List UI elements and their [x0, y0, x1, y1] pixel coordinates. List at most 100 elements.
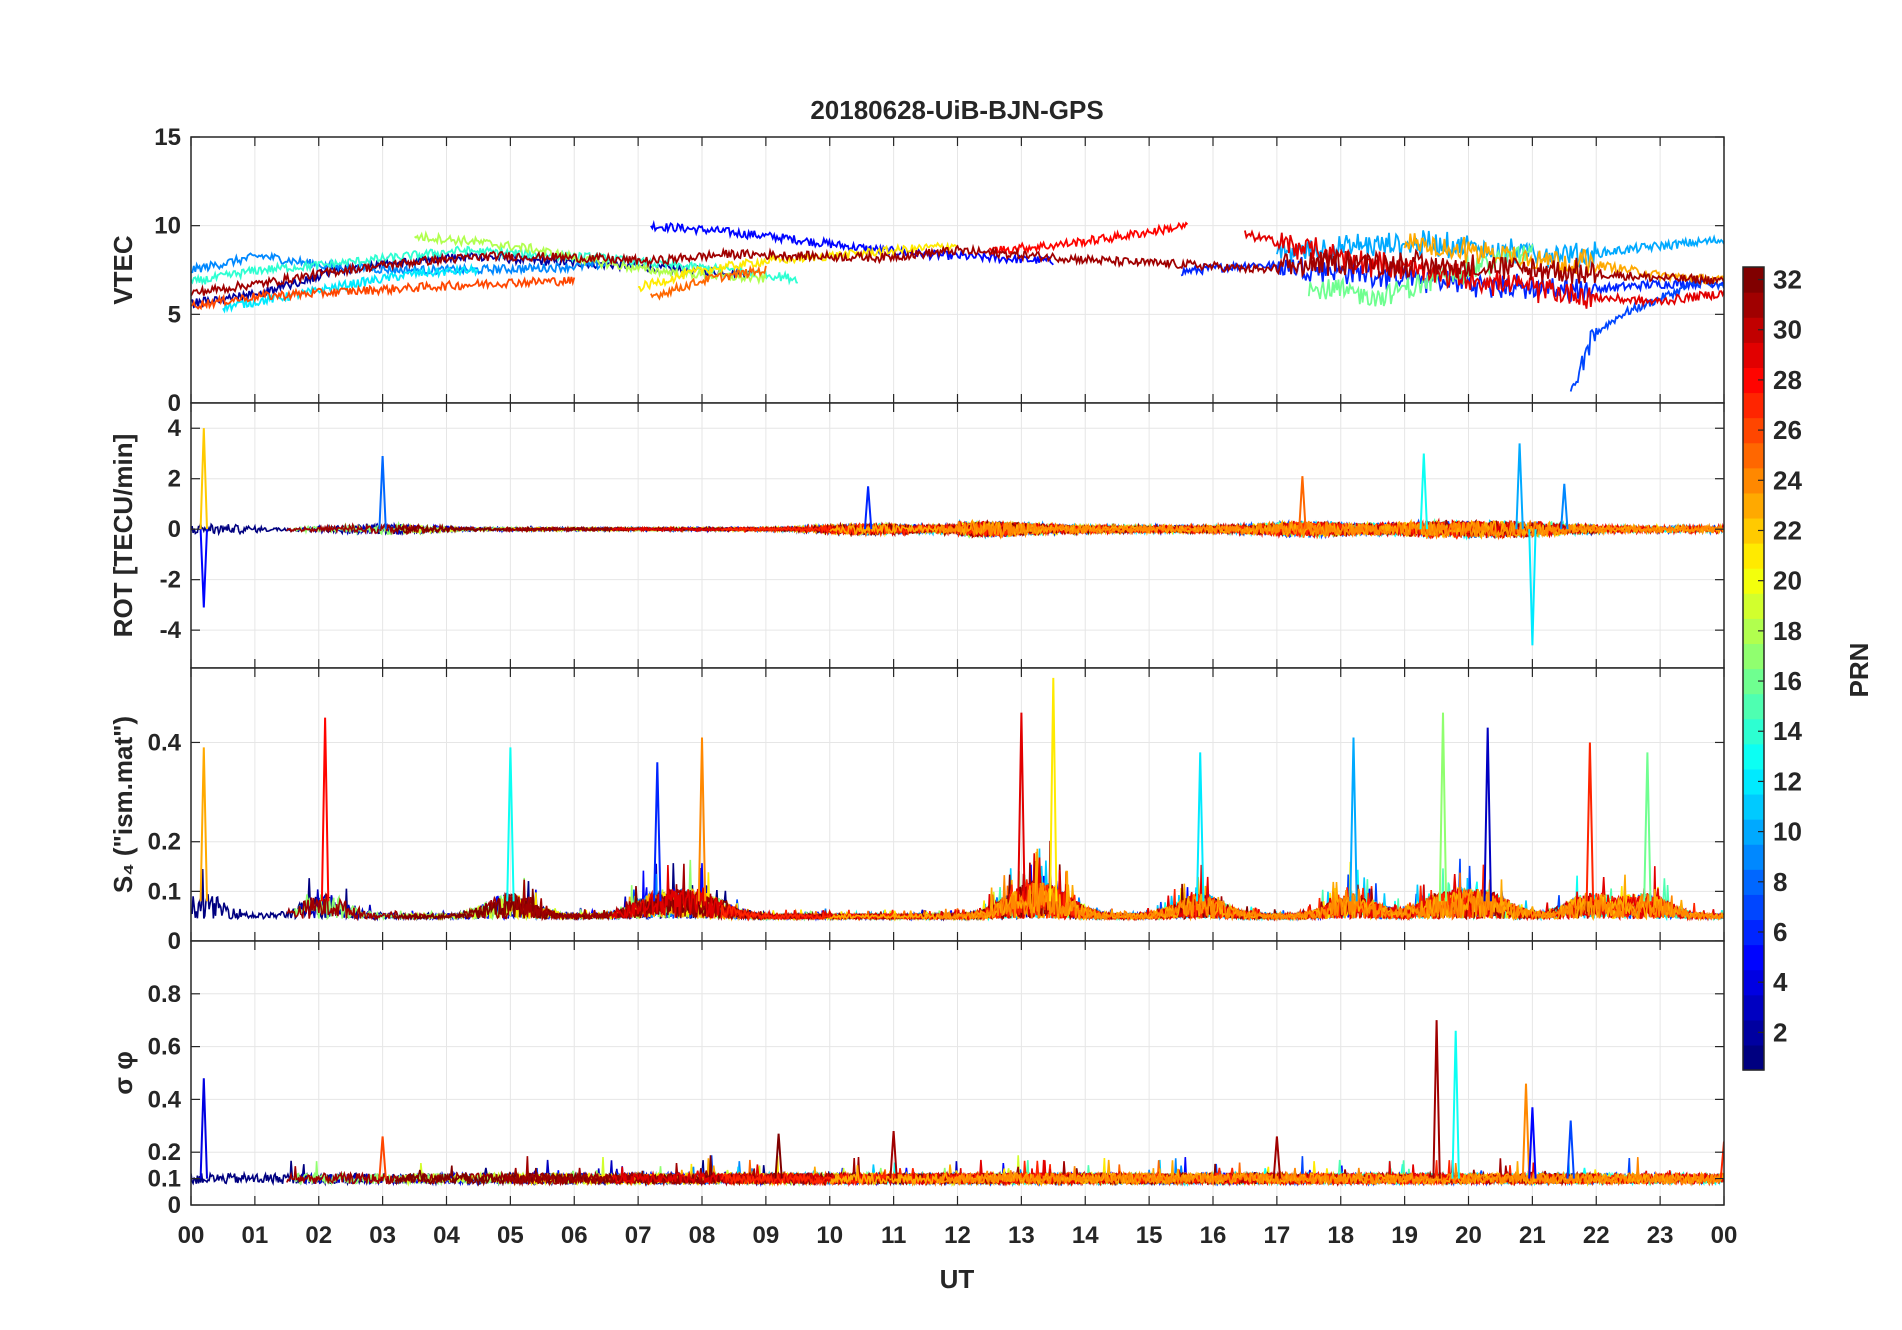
peak-prn-5 [1528, 1107, 1537, 1179]
colorbar-swatch-11 [1743, 793, 1764, 820]
colorbar-swatch-24 [1743, 467, 1764, 494]
series-prn-31 [191, 243, 1724, 297]
y-axis-label-sigma_phi: σ φ [108, 1051, 138, 1095]
colorbar-label: PRN [1844, 643, 1874, 698]
colorbar-swatch-23 [1743, 492, 1764, 519]
y-tick-label: 0.6 [148, 1034, 181, 1061]
y-tick-label: 0.8 [148, 981, 181, 1008]
panel-sigma_phi: 00.10.2 0.4 0.6 0.8 σ φ [108, 940, 1725, 1219]
panel-rot: -4 -2 0 2 4 ROT [TECU/min] [108, 402, 1725, 669]
y-tick-label: 10 [154, 213, 181, 240]
colorbar-tick-label: 26 [1773, 415, 1802, 445]
colorbar-swatch-2 [1743, 1019, 1764, 1046]
x-tick-label: 16 [1200, 1222, 1227, 1249]
peak-prn-27 [1585, 742, 1595, 902]
peak-prn-32 [774, 1133, 783, 1179]
y-tick-label: 0.1 [148, 878, 181, 905]
colorbar-tick-label: 12 [1773, 766, 1802, 796]
y-tick-label: 0.4 [148, 729, 182, 756]
series-group [191, 677, 1724, 922]
x-tick-label: 01 [242, 1222, 269, 1249]
colorbar-tick-label: 18 [1773, 616, 1802, 646]
x-tick-label: 00 [178, 1222, 205, 1249]
chart-title: 20180628-UiB-BJN-GPS [810, 95, 1103, 125]
peak-prn-10 [1349, 737, 1358, 902]
colorbar-tick-label: 2 [1773, 1017, 1787, 1047]
x-tick-label: 03 [369, 1222, 396, 1249]
x-tick-label: 04 [433, 1222, 460, 1249]
peak-prn-24 [697, 737, 707, 902]
series-prn-32 [394, 1155, 1278, 1187]
y-tick-label: 0.4 [148, 1086, 182, 1113]
x-tick-label: 15 [1136, 1222, 1163, 1249]
colorbar-swatch-5 [1743, 944, 1764, 971]
x-tick-label: 12 [944, 1222, 971, 1249]
y-tick-label: 15 [154, 124, 181, 151]
colorbar-swatch-14 [1743, 718, 1764, 745]
colorbar-tick-label: 32 [1773, 265, 1802, 295]
series-prn-5 [650, 219, 1054, 266]
y-tick-label: 0 [168, 516, 181, 543]
y-tick-label: 0 [168, 1192, 181, 1219]
series-group [191, 428, 1724, 646]
peak-prn-12 [1196, 752, 1205, 902]
colorbar-swatch-17 [1743, 643, 1764, 670]
colorbar-swatch-12 [1743, 768, 1764, 795]
series-prn-24 [937, 519, 1724, 540]
x-tick-label: 17 [1264, 1222, 1291, 1249]
peak-prn-10 [1515, 443, 1524, 530]
colorbar-swatch-25 [1743, 442, 1764, 469]
peak-prn-22 [199, 428, 208, 530]
peak-prn-29 [1017, 712, 1026, 902]
colorbar-frame [1742, 266, 1765, 1071]
colorbar-swatch-6 [1743, 919, 1764, 946]
series-prn-24 [937, 1157, 1724, 1187]
peak-prn-13 [506, 747, 515, 902]
colorbar-tick-label: 28 [1773, 365, 1802, 395]
panel-vtec: 0 5 10 15 VTEC [108, 124, 1725, 417]
peak-prn-31 [1272, 1136, 1282, 1179]
x-tick-label: 00 [1711, 1222, 1738, 1249]
x-tick-label: 05 [497, 1222, 524, 1249]
peak-prn-12 [1528, 529, 1537, 646]
peak-prn-6 [653, 762, 662, 902]
colorbar-tick-label: 24 [1773, 465, 1802, 495]
colorbar-swatch-31 [1743, 292, 1764, 318]
x-tick-label: 23 [1647, 1222, 1674, 1249]
y-axis-label-s4: S₄ ("ism.mat") [108, 716, 138, 893]
x-tick-label: 02 [305, 1222, 332, 1249]
x-tick-label: 11 [881, 1222, 906, 1249]
colorbar-tick-label: 22 [1773, 515, 1802, 545]
x-tick-label: 08 [689, 1222, 716, 1249]
peak-prn-6 [863, 486, 873, 530]
peak-prn-25 [1298, 476, 1307, 530]
colorbar-swatch-8 [1743, 869, 1764, 895]
colorbar-swatch-22 [1743, 517, 1764, 544]
x-tick-label: 22 [1583, 1222, 1610, 1249]
colorbar-tick-label: 4 [1773, 967, 1788, 997]
series-prn-28 [988, 221, 1189, 255]
x-tick-labels: 00 01 02 03 04 05 06 07 08 09 10 11 12 13 14 15 16 17 18 19… [178, 1222, 1738, 1249]
series-prn-24 [937, 875, 1724, 922]
x-tick-label: 06 [561, 1222, 588, 1249]
colorbar-tick-label: 30 [1773, 315, 1802, 345]
colorbar-swatch-15 [1743, 693, 1764, 720]
colorbar-tick-label: 6 [1773, 917, 1787, 947]
y-tick-label: 0 [168, 928, 181, 955]
peak-prn-21 [1049, 677, 1058, 902]
peak-prn-8 [378, 455, 387, 530]
peak-prn-13 [1419, 453, 1428, 530]
peak-prn-26 [378, 1136, 387, 1179]
colorbar-swatch-18 [1743, 618, 1764, 645]
x-tick-label: 13 [1008, 1222, 1035, 1249]
peak-prn-9 [1560, 483, 1569, 530]
series-prn-9 [191, 251, 607, 278]
series-prn-12 [222, 262, 480, 314]
colorbar-swatch-4 [1743, 969, 1764, 996]
peak-prn-16 [1643, 752, 1652, 902]
x-tick-label: 09 [753, 1222, 780, 1249]
colorbar-swatch-20 [1743, 568, 1764, 594]
y-tick-label: 0.2 [148, 1139, 181, 1166]
series-group [191, 219, 1724, 392]
